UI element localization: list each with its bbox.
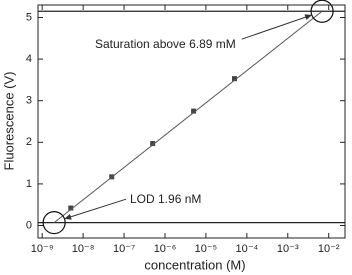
plot-frame [37,4,346,239]
x-tick-label: 10⁻³ [277,243,299,255]
data-point [150,141,156,147]
x-tick-label: 10⁻⁷ [113,243,135,255]
x-tick-label: 10⁻⁶ [154,243,177,255]
annotation-arrow [241,14,313,40]
y-tick-label: 4 [26,53,32,65]
data-point [191,108,197,114]
annotation-arrow [64,198,127,220]
data-point [232,76,238,82]
x-tick-label: 10⁻⁵ [195,243,218,255]
annotation-circle [310,0,334,23]
x-axis-label: concentration (M) [144,257,245,272]
annotation-circle [42,211,66,235]
annotation-text: Saturation above 6.89 mM [95,37,236,51]
fit-line [53,10,323,223]
y-tick-label: 0 [26,219,32,231]
x-tick-label: 10⁻⁸ [72,243,95,255]
y-axis-label: Fluorescence (V) [1,72,16,171]
x-tick-label: 10⁻⁴ [235,243,258,255]
data-point [68,205,74,211]
x-tick-label: 10⁻⁹ [31,243,54,255]
y-tick-label: 1 [26,178,32,190]
y-tick-label: 5 [26,11,32,23]
y-tick-label: 2 [26,136,32,148]
annotation-text: LOD 1.96 nM [130,192,201,206]
x-tick-label: 10⁻² [318,243,340,255]
y-tick-label: 3 [26,95,32,107]
